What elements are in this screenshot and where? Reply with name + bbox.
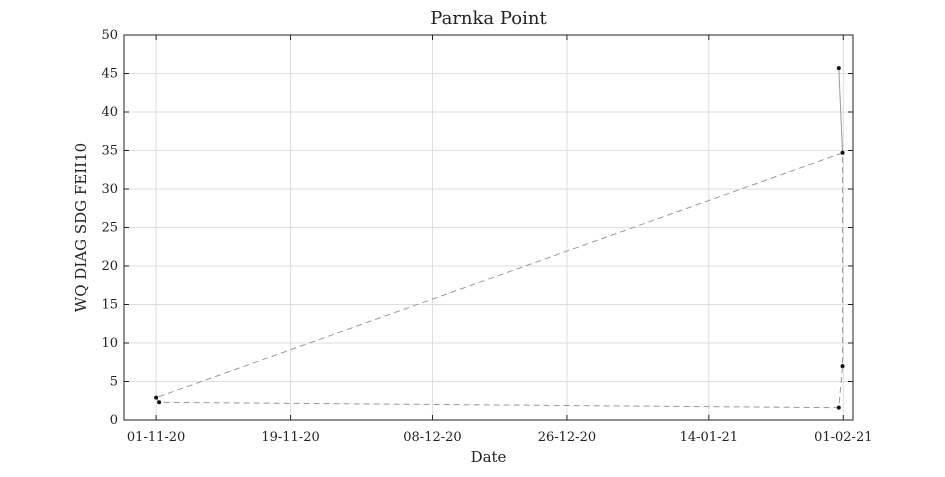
y-tick-label: 30 <box>101 182 118 197</box>
chart-title: Parnka Point <box>430 8 547 29</box>
data-point <box>836 405 841 410</box>
y-tick-label: 35 <box>101 144 118 159</box>
data-point <box>157 400 162 405</box>
y-tick-label: 50 <box>101 28 118 43</box>
x-tick-label: 14-01-21 <box>680 430 738 445</box>
y-tick-label: 45 <box>101 67 118 82</box>
y-tick-label: 5 <box>110 375 118 390</box>
x-tick-label: 01-02-21 <box>814 430 872 445</box>
y-tick-label: 0 <box>110 413 118 428</box>
x-tick-label: 26-12-20 <box>538 430 596 445</box>
y-tick-label: 10 <box>101 336 118 351</box>
y-axis-label: WQ DIAG SDG FEII10 <box>72 143 90 312</box>
data-point <box>154 395 159 400</box>
data-point <box>840 150 845 155</box>
data-point <box>840 364 845 369</box>
x-tick-label: 01-11-20 <box>127 430 185 445</box>
data-point <box>836 66 841 71</box>
x-axis-label: Date <box>471 448 507 466</box>
x-tick-label: 08-12-20 <box>403 430 461 445</box>
x-tick-label: 19-11-20 <box>261 430 319 445</box>
y-tick-label: 25 <box>101 221 118 236</box>
series-line <box>155 68 844 409</box>
y-tick-label: 15 <box>101 298 118 313</box>
y-tick-label: 40 <box>101 105 118 120</box>
y-tick-label: 20 <box>101 259 118 274</box>
